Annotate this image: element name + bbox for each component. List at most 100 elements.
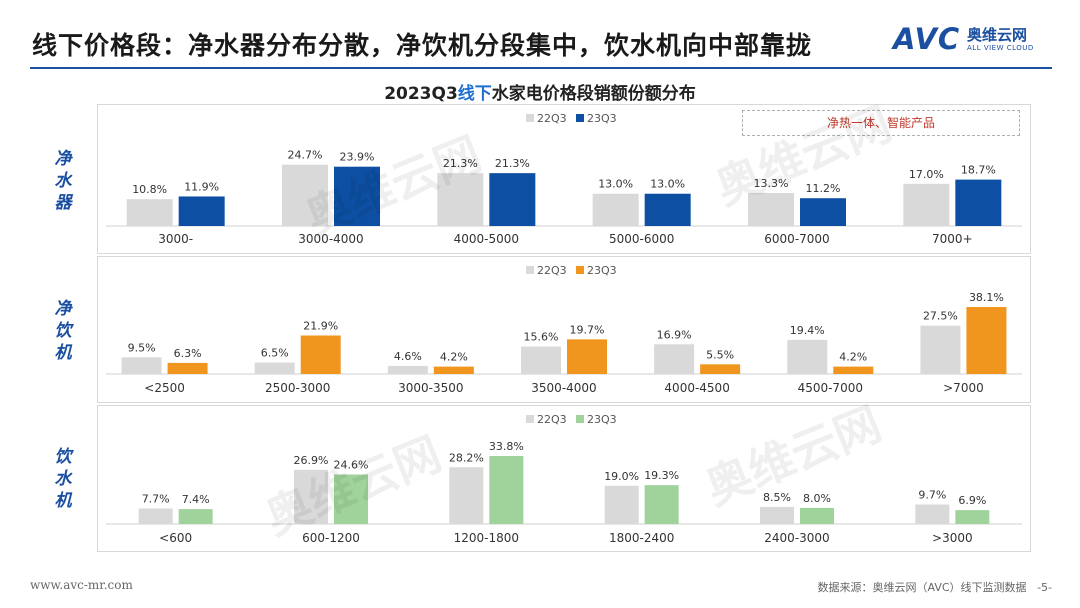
data-label: 13.0% — [650, 178, 685, 191]
bar-23q3 — [567, 339, 607, 374]
data-label: 11.9% — [184, 180, 219, 193]
bar-23q3 — [178, 196, 225, 226]
bar-23q3 — [489, 173, 536, 226]
bar-22q3 — [592, 193, 639, 226]
data-label: 27.5% — [923, 310, 958, 323]
bar-22q3 — [748, 192, 794, 226]
bar-23q3 — [644, 485, 679, 524]
side-label-dispenser: 饮 水 机 — [50, 446, 76, 512]
bar-22q3 — [787, 339, 828, 374]
bar-22q3 — [449, 467, 484, 524]
category-label: <600 — [159, 531, 192, 545]
data-label: 7.4% — [182, 493, 210, 506]
bar-23q3 — [178, 509, 213, 524]
category-label: 3000-3500 — [398, 381, 463, 395]
purifier-panel: 22Q3 23Q3 10.8% 11.9% 3000- 24.7% 23.9% 3000-40… — [97, 104, 1031, 254]
category-label: 3000- — [158, 232, 193, 246]
category-label: 5000-6000 — [609, 232, 674, 246]
data-label: 7.7% — [142, 493, 170, 506]
bar-22q3 — [294, 469, 328, 524]
legend-swatch-curr — [576, 266, 584, 274]
category-label: 600-1200 — [302, 531, 360, 545]
data-label: 21.9% — [303, 319, 338, 332]
data-label: 8.5% — [763, 491, 791, 504]
category-label: <2500 — [144, 381, 185, 395]
bar-22q3 — [920, 325, 961, 374]
bar-22q3 — [915, 504, 950, 524]
chart-title-highlight: 线下 — [457, 84, 492, 104]
bar-22q3 — [903, 183, 950, 226]
data-label: 33.8% — [489, 440, 524, 453]
data-label: 8.0% — [803, 492, 831, 505]
data-label: 4.2% — [440, 351, 468, 364]
dispenser-chart: 22Q3 23Q3 7.7% 7.4% <600 26.9% 24.6% 600-1200 28… — [106, 413, 1022, 545]
annotation-box: 净热一体、智能产品 — [742, 110, 1020, 136]
data-label: 9.5% — [128, 341, 156, 354]
data-label: 6.5% — [261, 347, 289, 360]
data-label: 28.2% — [449, 451, 484, 464]
data-label: 26.9% — [294, 454, 329, 467]
footer-url[interactable]: www.avc-mr.com — [30, 578, 133, 592]
legend-label-prev: 22Q3 — [537, 112, 567, 125]
side-label-drinking: 净 饮 机 — [50, 298, 76, 364]
side-label-char: 净 — [54, 149, 72, 169]
bar-22q3 — [121, 357, 162, 374]
bar-22q3 — [437, 173, 484, 226]
category-label: >7000 — [943, 381, 984, 395]
legend-swatch-prev — [526, 415, 534, 423]
category-label: 1200-1800 — [454, 531, 519, 545]
logo-avc-text: AVC — [893, 22, 961, 56]
data-label: 4.2% — [839, 351, 867, 364]
side-label-char: 饮 — [54, 321, 72, 341]
data-label: 16.9% — [657, 328, 692, 341]
data-label: 38.1% — [969, 291, 1004, 304]
footer-source-text: 数据来源：奥维云网（AVC）线下监测数据 — [817, 581, 1027, 594]
data-label: 21.3% — [443, 157, 478, 170]
data-label: 19.4% — [790, 324, 825, 337]
data-label: 13.3% — [754, 177, 789, 190]
data-label: 6.9% — [958, 494, 986, 507]
legend-label-curr: 23Q3 — [587, 413, 617, 426]
data-label: 5.5% — [706, 348, 734, 361]
category-label: 3000-4000 — [298, 232, 363, 246]
bar-22q3 — [654, 344, 695, 374]
category-label: 3500-4000 — [531, 381, 596, 395]
data-label: 10.8% — [132, 183, 167, 196]
data-label: 15.6% — [524, 331, 559, 344]
data-label: 4.6% — [394, 350, 422, 363]
side-label-char: 水 — [54, 469, 72, 489]
bar-22q3 — [760, 506, 794, 524]
category-label: 4500-7000 — [798, 381, 863, 395]
bar-23q3 — [433, 366, 474, 374]
logo-en-text: ALL VIEW CLOUD — [967, 44, 1034, 52]
legend-swatch-curr — [576, 415, 584, 423]
data-label: 11.2% — [806, 182, 841, 195]
bar-23q3 — [955, 179, 1002, 226]
page-number: -5- — [1037, 581, 1052, 594]
bar-23q3 — [966, 307, 1007, 374]
bar-23q3 — [833, 366, 874, 374]
side-label-purifier: 净 水 器 — [50, 148, 76, 214]
bar-23q3 — [800, 198, 846, 226]
data-label: 9.7% — [918, 488, 946, 501]
category-label: 4000-5000 — [454, 232, 519, 246]
chart-title: 2023Q3线下水家电价格段销额份额分布 — [0, 79, 1080, 104]
chart-title-prefix: 2023Q3 — [384, 84, 458, 104]
legend-label-curr: 23Q3 — [587, 112, 617, 125]
legend-swatch-prev — [526, 114, 534, 122]
bar-23q3 — [955, 510, 990, 524]
bar-22q3 — [387, 365, 428, 374]
drinking-machine-panel: 22Q3 23Q3 9.5% 6.3% <2500 6.5% 21.9% 2500-3000 4… — [97, 256, 1031, 403]
bar-23q3 — [167, 362, 208, 374]
data-label: 18.7% — [961, 164, 996, 177]
legend-label-curr: 23Q3 — [587, 264, 617, 277]
category-label: 2400-3000 — [764, 531, 829, 545]
bar-23q3 — [800, 507, 834, 524]
legend-swatch-curr — [576, 114, 584, 122]
bar-22q3 — [282, 164, 328, 226]
header-divider — [30, 67, 1052, 69]
data-label: 6.3% — [174, 347, 202, 360]
category-label: 7000+ — [932, 232, 973, 246]
data-label: 24.7% — [288, 149, 323, 162]
data-label: 19.0% — [604, 470, 639, 483]
